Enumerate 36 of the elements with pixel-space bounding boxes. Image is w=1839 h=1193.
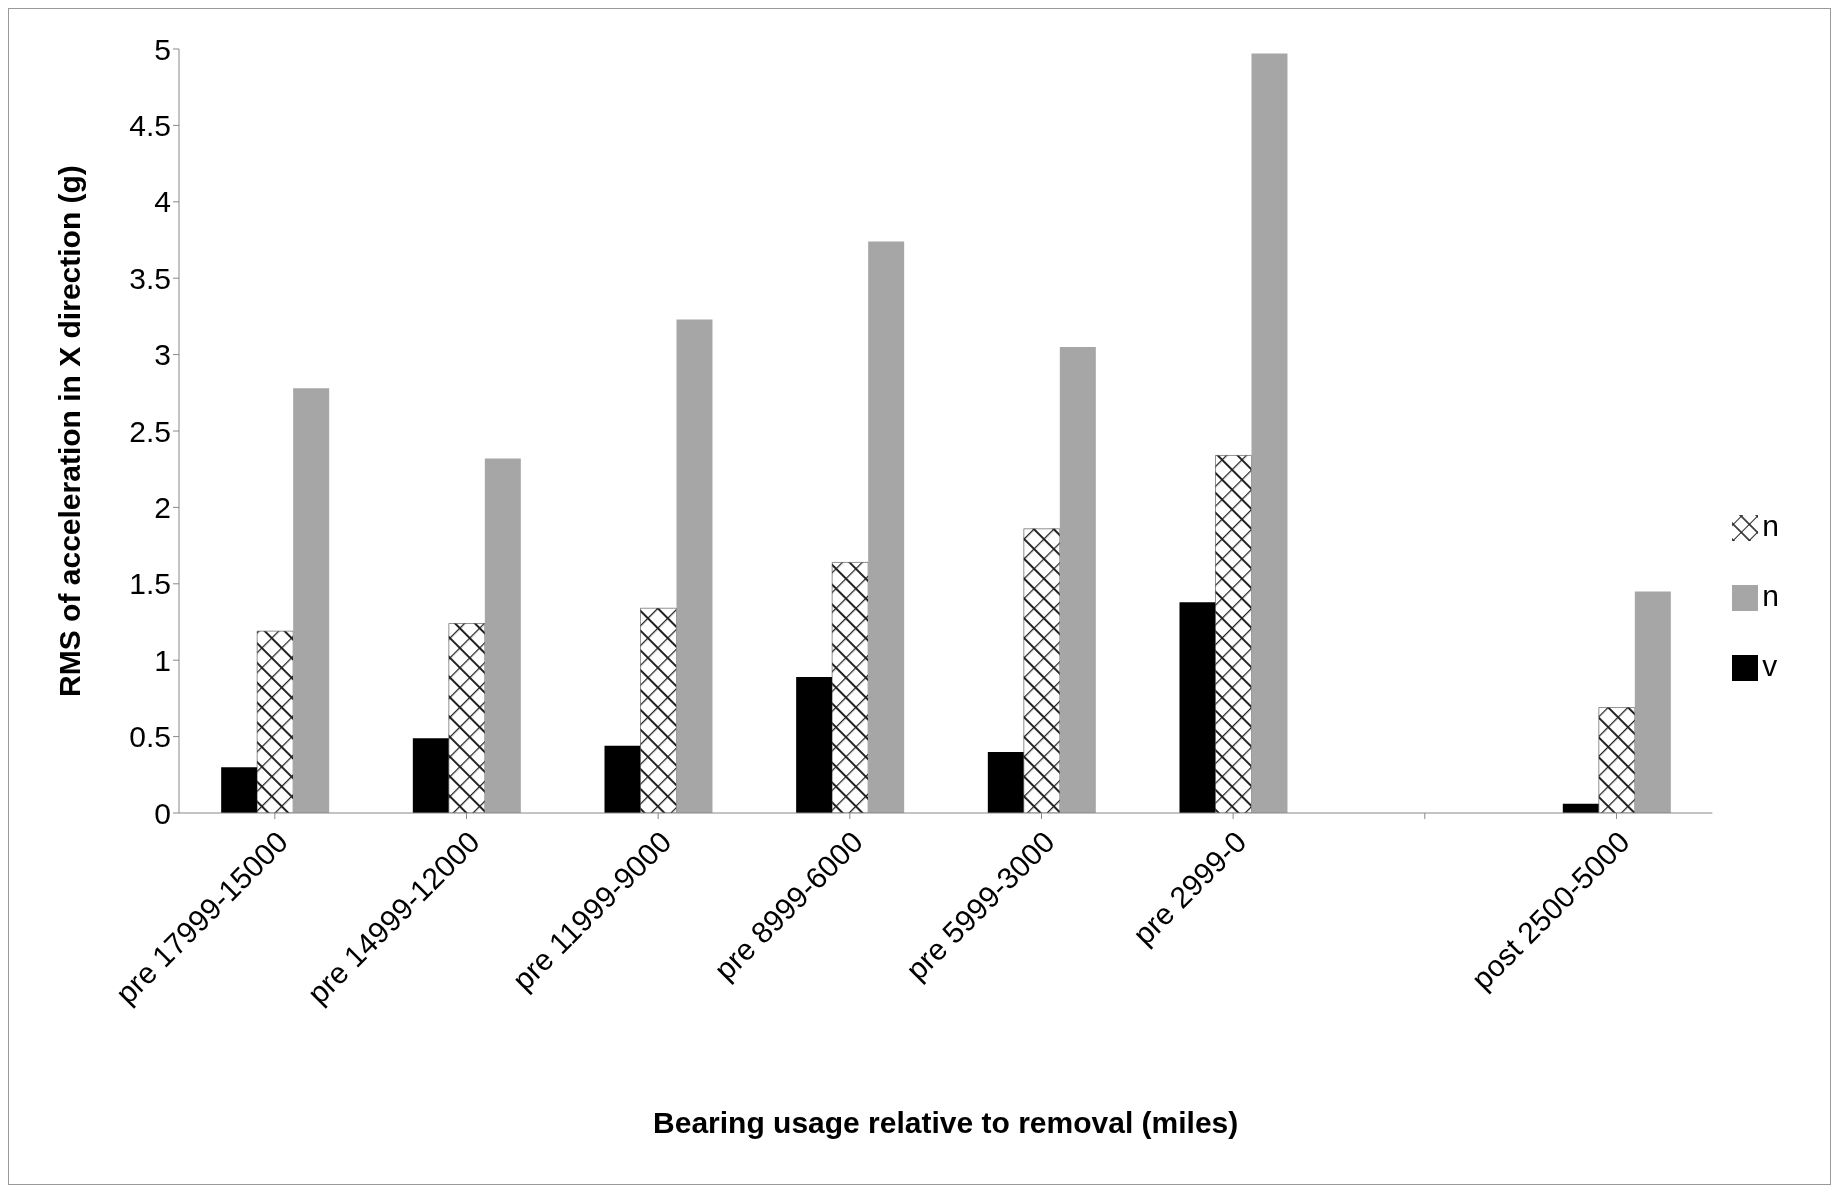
- bar: [256, 630, 294, 813]
- y-tick-label: 4: [154, 185, 171, 219]
- bar: [640, 608, 677, 813]
- bar: [412, 738, 449, 813]
- y-tick-label: 1: [154, 643, 171, 677]
- bar: [1215, 455, 1252, 813]
- y-tick-label: 2: [154, 491, 171, 525]
- bar: [796, 677, 833, 813]
- bar: [221, 767, 258, 813]
- y-tick-label: 3: [154, 338, 171, 372]
- bar: [987, 751, 1024, 813]
- y-tick-label: 4.5: [129, 109, 171, 143]
- y-tick-label: 0: [154, 796, 171, 830]
- bar: [676, 319, 713, 813]
- legend-label: n: [1762, 509, 1779, 542]
- bar: [484, 458, 521, 813]
- y-tick-label: 0.5: [129, 720, 171, 754]
- bar: [1059, 346, 1096, 813]
- bar: [831, 562, 869, 813]
- bar: [1598, 707, 1636, 813]
- bar: [1251, 53, 1288, 813]
- bar: [293, 388, 330, 813]
- y-tick-label: 5: [154, 32, 171, 66]
- y-tick-label: 1.5: [129, 567, 171, 601]
- y-tick-label: 2.5: [129, 414, 171, 448]
- legend-label: n: [1762, 579, 1779, 612]
- bar: [448, 623, 486, 813]
- bar: [1634, 591, 1671, 813]
- legend-label: v: [1762, 649, 1778, 682]
- x-axis-title: Bearing usage relative to removal (miles): [653, 1106, 1239, 1139]
- bar: [604, 745, 641, 813]
- bar: [868, 241, 905, 813]
- y-tick-label: 3.5: [129, 261, 171, 295]
- bar: [1023, 528, 1061, 813]
- y-axis-title: RMS of acceleration in X direction (g): [52, 165, 86, 697]
- bar: [1179, 602, 1216, 813]
